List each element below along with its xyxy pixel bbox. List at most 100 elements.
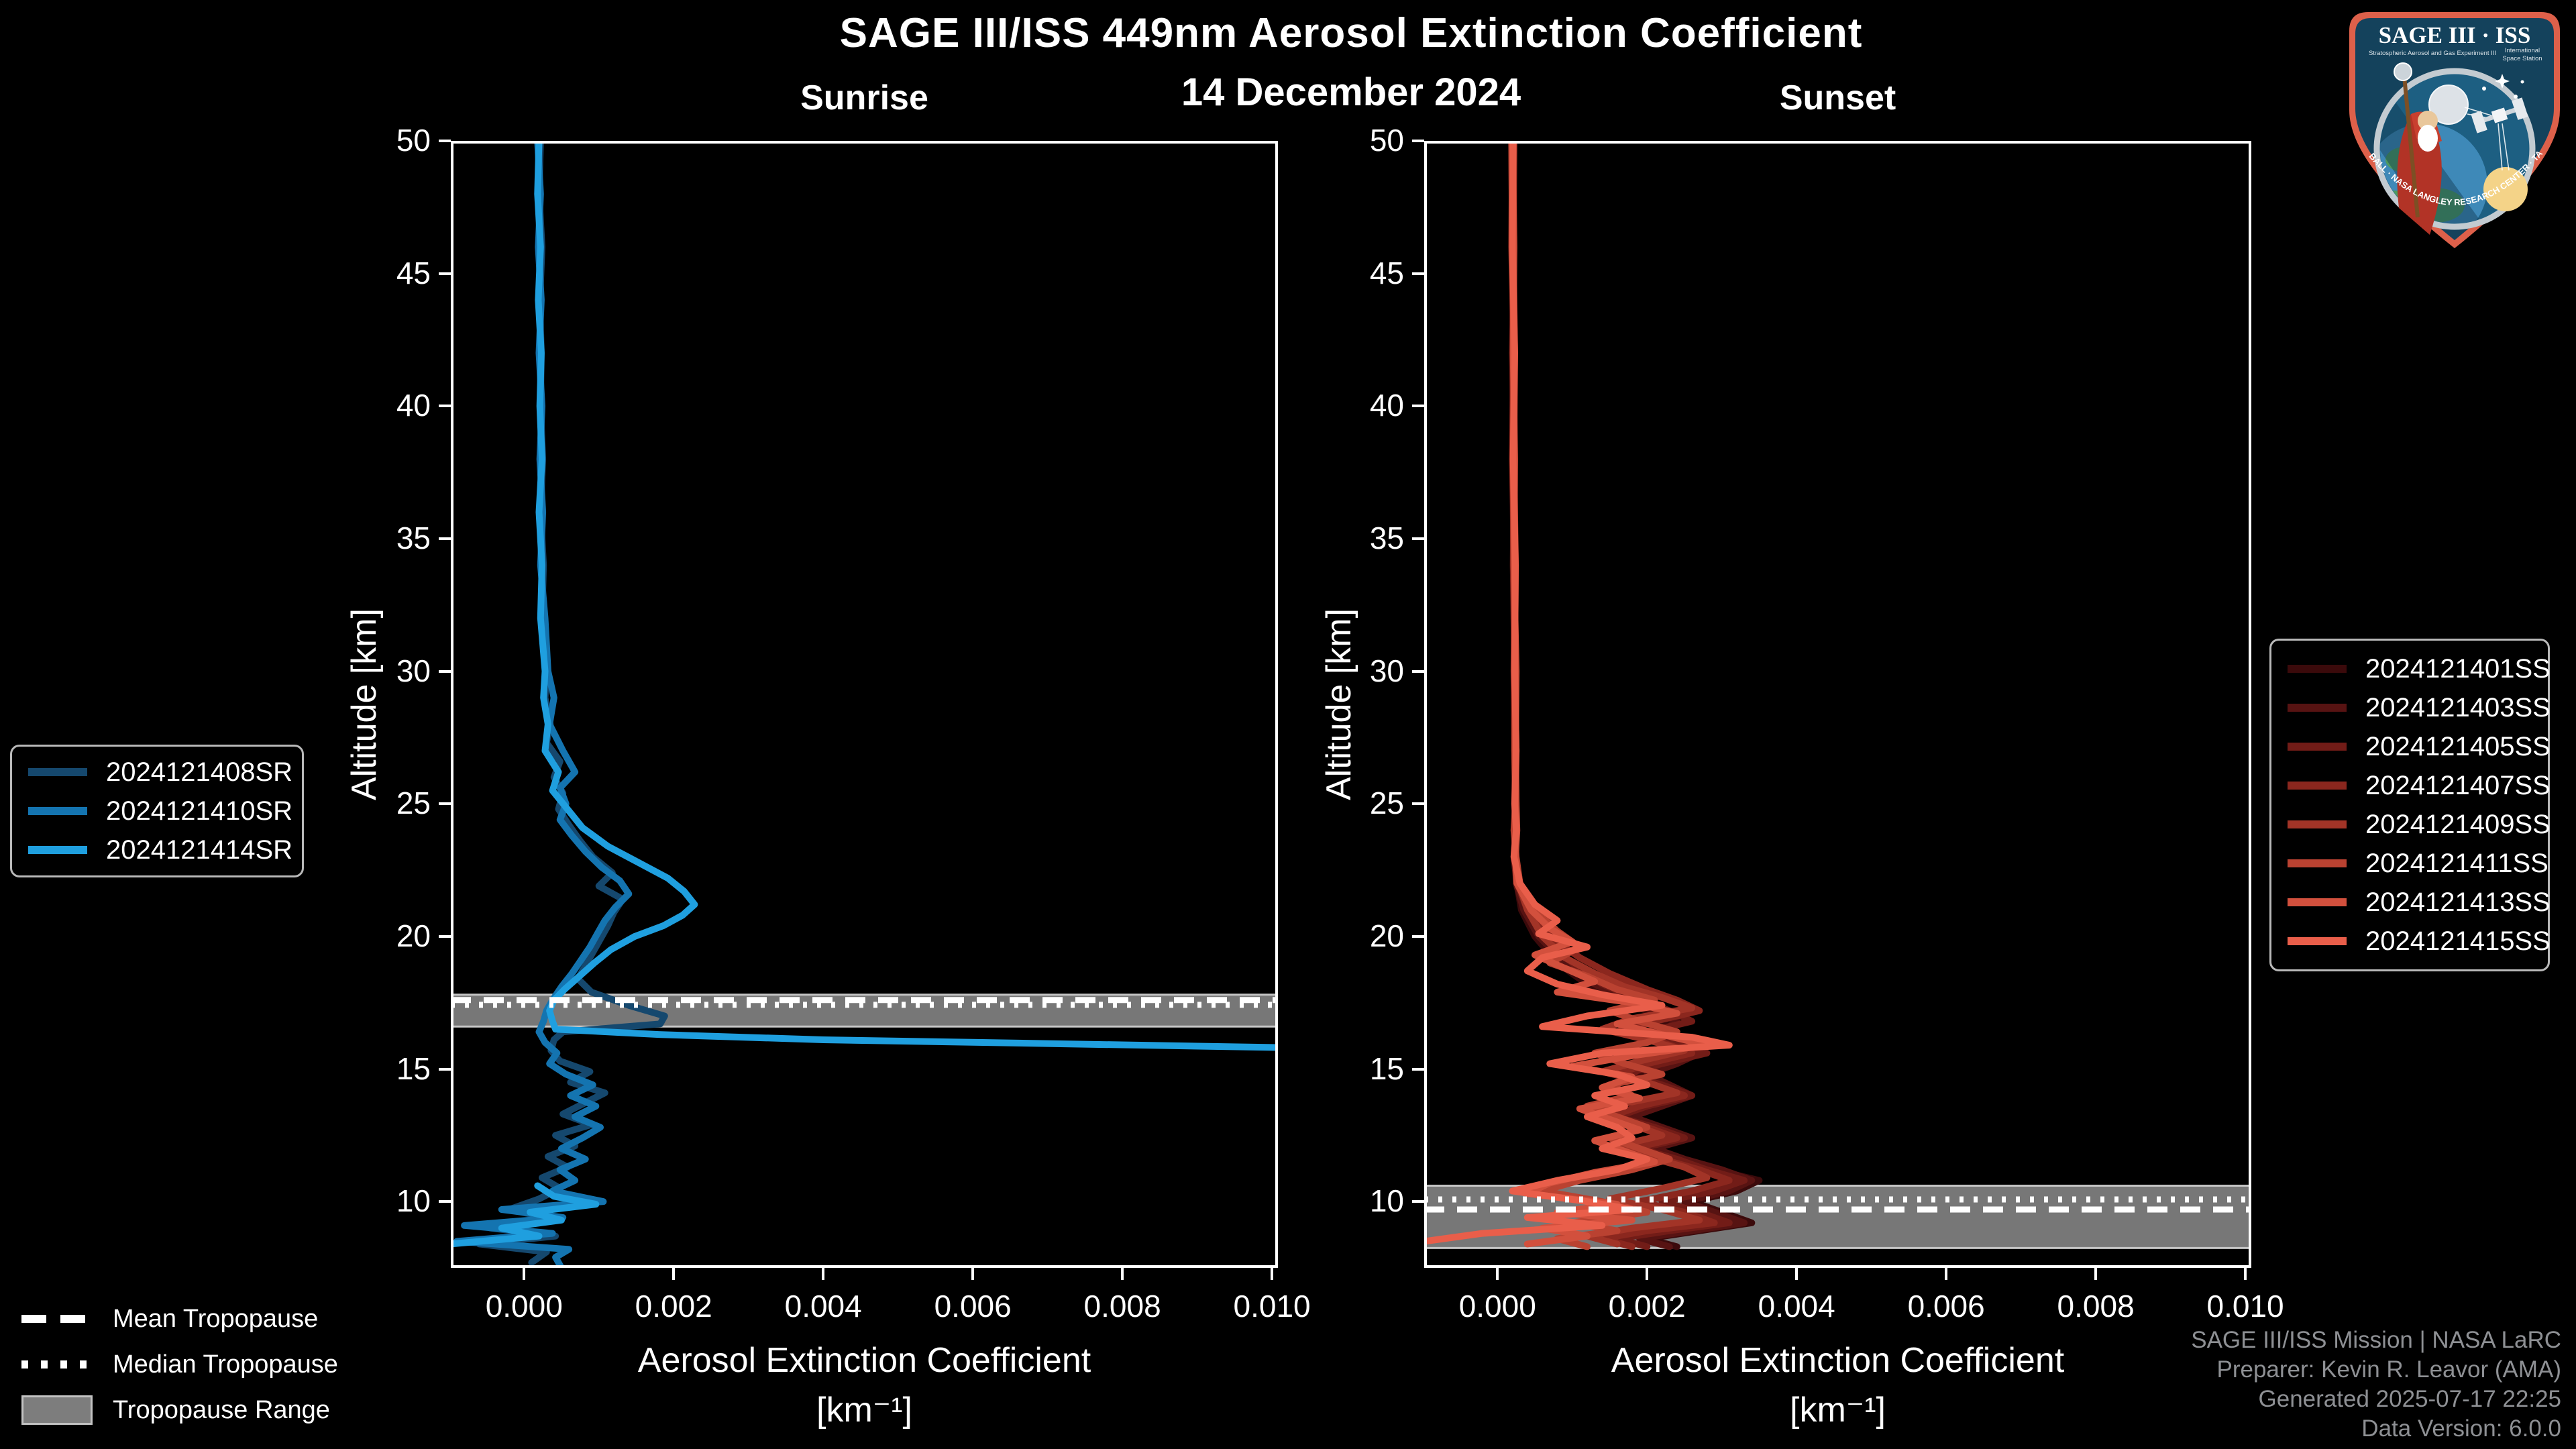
sunset-legend-swatch-icon bbox=[2288, 704, 2347, 712]
sunrise-x-tick-label: 0.006 bbox=[934, 1289, 1012, 1324]
sunset-profile-2024121415SS bbox=[1424, 141, 1733, 1245]
sunset-y-tick bbox=[1412, 272, 1424, 275]
sunrise-x-tick bbox=[971, 1268, 975, 1280]
sunset-legend-item: 2024121407SS bbox=[2271, 766, 2551, 805]
credits-footer: SAGE III/ISS Mission | NASA LaRC Prepare… bbox=[2191, 1326, 2561, 1444]
sunset-legend-item: 2024121401SS bbox=[2271, 649, 2551, 688]
logo-subtitle-left: Stratospheric Aerosol and Gas Experiment… bbox=[2369, 50, 2496, 57]
sunset-legend-item: 2024121405SS bbox=[2271, 727, 2551, 766]
median-tropopause-legend-item: Median Tropopause bbox=[21, 1348, 338, 1381]
sunset-panel-title: Sunset bbox=[1779, 78, 1896, 117]
sunrise-x-tick-label: 0.002 bbox=[635, 1289, 712, 1324]
sunset-plot-frame bbox=[1424, 141, 2251, 1268]
sunset-x-tick bbox=[1795, 1268, 1799, 1280]
sunset-y-tick-label: 40 bbox=[1369, 388, 1404, 423]
sunset-y-tick-label: 50 bbox=[1369, 123, 1404, 158]
logo-stars bbox=[2482, 74, 2524, 99]
sunrise-x-tick-label: 0.010 bbox=[1233, 1289, 1311, 1324]
sunset-legend-item-label: 2024121411SS bbox=[2365, 848, 2548, 878]
sunrise-y-tick bbox=[439, 537, 451, 540]
sunrise-x-axis-unit: [km⁻¹] bbox=[816, 1391, 912, 1430]
sunset-y-tick bbox=[1412, 537, 1424, 540]
sunrise-legend-item-label: 2024121410SR bbox=[106, 796, 293, 826]
range-box-swatch-icon bbox=[21, 1395, 93, 1425]
sunset-y-tick-label: 35 bbox=[1369, 520, 1404, 555]
sunrise-y-tick bbox=[439, 1067, 451, 1071]
sunset-x-tick bbox=[1945, 1268, 1948, 1280]
sunrise-y-tick-label: 50 bbox=[396, 123, 431, 158]
dotted-line-swatch-icon bbox=[21, 1360, 93, 1368]
date-subtitle: 14 December 2024 bbox=[1181, 70, 1521, 114]
sunrise-y-tick-label: 30 bbox=[396, 653, 431, 688]
sunrise-legend-swatch-icon bbox=[28, 768, 87, 776]
sunrise-y-tick bbox=[439, 802, 451, 806]
sunset-legend-item: 2024121409SS bbox=[2271, 805, 2551, 844]
sunset-legend-swatch-icon bbox=[2288, 820, 2347, 828]
sunset-x-tick bbox=[1646, 1268, 1649, 1280]
sunrise-x-tick bbox=[1271, 1268, 1274, 1280]
logo-title: SAGE III · ISS bbox=[2379, 22, 2531, 48]
sunrise-legend-item: 2024121408SR bbox=[12, 753, 302, 792]
sunset-y-tick-label: 45 bbox=[1369, 255, 1404, 290]
sunset-x-axis-label: Aerosol Extinction Coefficient bbox=[1611, 1341, 2065, 1380]
logo-sun-icon bbox=[2483, 167, 2528, 211]
page-title: SAGE III/ISS 449nm Aerosol Extinction Co… bbox=[839, 10, 1863, 56]
sunrise-y-tick-label: 25 bbox=[396, 786, 431, 821]
dashed-line-swatch-icon bbox=[21, 1315, 93, 1323]
sunset-plot-svg bbox=[1424, 141, 2251, 1268]
logo-sage-figure bbox=[2394, 62, 2442, 235]
sunrise-plot-area bbox=[451, 141, 1278, 1268]
sunset-x-tick-label: 0.000 bbox=[1458, 1289, 1536, 1324]
sunrise-legend-item-label: 2024121414SR bbox=[106, 835, 293, 865]
sunrise-x-axis-label: Aerosol Extinction Coefficient bbox=[637, 1341, 1091, 1380]
sunrise-y-tick bbox=[439, 272, 451, 275]
sunset-legend-item-label: 2024121405SS bbox=[2365, 731, 2551, 761]
median-tropopause-label: Median Tropopause bbox=[113, 1350, 338, 1379]
sunrise-legend-swatch-icon bbox=[28, 807, 87, 815]
sunrise-y-tick bbox=[439, 140, 451, 142]
mission-patch-logo: SAGE III · ISS Stratospheric Aerosol and… bbox=[2347, 9, 2560, 248]
sunrise-x-tick-label: 0.008 bbox=[1083, 1289, 1161, 1324]
tropopause-legend: Mean Tropopause Median Tropopause Tropop… bbox=[21, 1303, 338, 1426]
sunset-y-tick bbox=[1412, 669, 1424, 673]
sunset-legend-item-label: 2024121403SS bbox=[2365, 692, 2551, 722]
sunrise-y-tick-label: 20 bbox=[396, 918, 431, 953]
sunrise-y-tick bbox=[439, 405, 451, 408]
sunrise-y-tick-label: 45 bbox=[396, 255, 431, 290]
sunset-legend-item-label: 2024121407SS bbox=[2365, 770, 2551, 800]
sunrise-legend-swatch-icon bbox=[28, 846, 87, 854]
logo-subtitle-right-1: International bbox=[2505, 47, 2540, 54]
sunrise-y-tick bbox=[439, 1200, 451, 1203]
sunrise-plot-svg bbox=[451, 141, 1278, 1268]
sunset-legend-item-label: 2024121401SS bbox=[2365, 653, 2551, 684]
sunset-legend-swatch-icon bbox=[2288, 665, 2347, 673]
sunset-x-axis-unit: [km⁻¹] bbox=[1790, 1391, 1886, 1430]
logo-iss-icon bbox=[2471, 97, 2528, 133]
sunrise-legend-item: 2024121414SR bbox=[12, 830, 302, 869]
sunset-y-tick bbox=[1412, 802, 1424, 806]
sunset-legend-swatch-icon bbox=[2288, 782, 2347, 790]
sunset-y-tick-label: 20 bbox=[1369, 918, 1404, 953]
sunset-y-tick-label: 10 bbox=[1369, 1183, 1404, 1219]
mission-credit-line: SAGE III/ISS Mission | NASA LaRC bbox=[2191, 1327, 2561, 1353]
logo-moon-icon bbox=[2428, 85, 2469, 125]
sunset-x-tick-label: 0.010 bbox=[2206, 1289, 2284, 1324]
sunset-x-tick-label: 0.008 bbox=[2057, 1289, 2135, 1324]
sunset-x-tick bbox=[1496, 1268, 1499, 1280]
sunrise-y-tick-label: 10 bbox=[396, 1183, 431, 1219]
sunset-legend-swatch-icon bbox=[2288, 743, 2347, 751]
sunset-x-tick-label: 0.006 bbox=[1907, 1289, 1985, 1324]
logo-subtitle-right-2: Space Station bbox=[2502, 55, 2542, 62]
sunset-legend-item: 2024121415SS bbox=[2271, 922, 2551, 961]
sunrise-y-axis-label: Altitude [km] bbox=[345, 608, 384, 801]
sunrise-panel-title: Sunrise bbox=[800, 78, 928, 117]
tropopause-range-legend-item: Tropopause Range bbox=[21, 1394, 338, 1426]
sunset-legend-item-label: 2024121413SS bbox=[2365, 887, 2551, 917]
sunrise-x-tick bbox=[822, 1268, 825, 1280]
sunset-y-tick-label: 15 bbox=[1369, 1051, 1404, 1086]
sunrise-x-tick-label: 0.000 bbox=[485, 1289, 563, 1324]
sunset-legend-item: 2024121403SS bbox=[2271, 688, 2551, 727]
mean-tropopause-legend-item: Mean Tropopause bbox=[21, 1303, 338, 1335]
sunrise-y-tick bbox=[439, 669, 451, 673]
sunrise-x-tick bbox=[1121, 1268, 1124, 1280]
